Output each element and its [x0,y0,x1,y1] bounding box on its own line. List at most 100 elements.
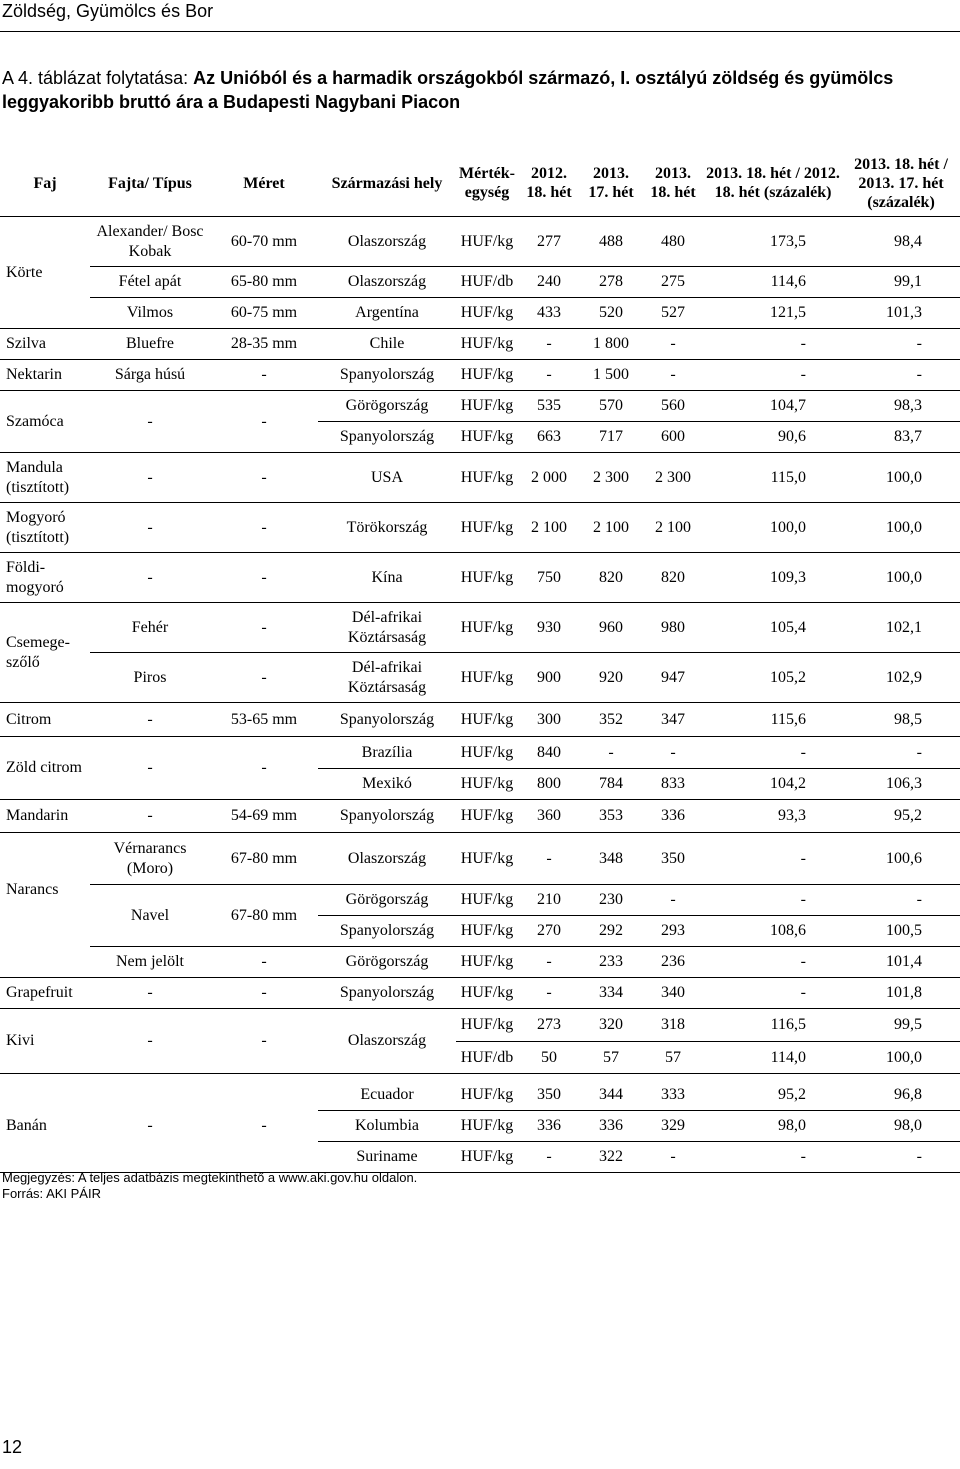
cell-value: 293 [642,915,704,947]
cell-value: 318 [642,1008,704,1042]
cell-index: 98,0 [704,1110,842,1142]
cell-value: 2 000 [518,452,580,503]
cell-hely: Görögország [318,946,456,978]
cell-meret: - [210,359,318,391]
cell-egyseg: HUF/kg [456,946,518,978]
cell-faj: Narancs [0,832,90,947]
table-row: HUF/db 50 57 57 114,0 100,0 [0,1041,960,1074]
cell-hely: Spanyolország [318,702,456,737]
cell-meret: - [210,736,318,800]
cell-fajta: - [90,977,210,1009]
cell-fajta: Sárga húsú [90,359,210,391]
cell-value: 520 [580,297,642,329]
cell-hely: Ecuador [360,1085,414,1103]
cell-value: 717 [580,421,642,453]
cell-index: - [704,359,842,391]
cell-index: 121,5 [704,297,842,329]
cell-index: 101,8 [842,977,960,1009]
cell-index: 90,6 [704,421,842,453]
cell-value: - [642,359,704,391]
table-row: Citrom - 53-65 mm Spanyolország HUF/kg 3… [0,702,960,737]
cell-fajta: - [90,736,210,800]
cell-fajta: - [90,1008,210,1074]
cell-index: 109,3 [704,552,842,603]
cell-index: - [842,359,960,391]
cell-fajta: Vilmos [90,297,210,329]
cell-index: 105,2 [704,652,842,703]
header-text: Zöldség, Gyümölcs és Bor [2,1,214,21]
cell-value: 433 [518,297,580,329]
cell-index: 102,9 [842,652,960,703]
cell-value: - [518,977,580,1009]
header-2013-17: 2013. 17. hét [588,165,634,201]
cell-egyseg: HUF/kg [460,232,514,250]
header-fajta: Fajta/ Típus [108,174,192,192]
price-table: Faj Fajta/ Típus Méret Származási hely M… [0,150,960,1173]
table-row: Fétel apát 65-80 mm Olaszország HUF/db 2… [0,266,960,298]
cell-index: 95,2 [778,1085,806,1103]
table-row: Csemege-szőlő Fehér - Dél-afrikai Köztár… [0,602,960,703]
cell-index: 108,6 [704,915,842,947]
cell-hely: USA [318,452,456,503]
cell-value: 336 [580,1110,642,1142]
cell-index: 100,6 [842,832,960,885]
cell-faj: Csemege-szőlő [0,602,90,703]
table-row: Szilva Bluefre 28-35 mm Chile HUF/kg - 1… [0,328,960,360]
table-row: Körte Alexander/ Bosc Kobak 60-70 mm Ola… [0,217,960,281]
cell-hely: Spanyolország [318,421,456,453]
cell-index: 98,0 [842,1110,960,1142]
spacer-cell [0,1073,960,1080]
cell-meret: - [210,602,318,653]
cell-index: 114,6 [704,266,842,298]
cell-meret: 67-80 mm [210,832,318,885]
cell-egyseg: HUF/kg [456,328,518,360]
cell-value: 275 [642,266,704,298]
cell-faj: Kivi [0,1008,90,1074]
cell-value: 350 [642,832,704,885]
cell-index: 96,8 [894,1085,922,1103]
cell-value: - [580,736,642,769]
cell-value: 2 100 [580,502,642,553]
cell-meret: - [261,1116,267,1134]
cell-fajta: - [90,452,210,503]
table-row: Narancs Vérnarancs (Moro) 67-80 mm Olasz… [0,832,960,947]
cell-index: 99,5 [842,1008,960,1042]
table-row: Mogyoró (tisztított) - - Törökország HUF… [0,502,960,553]
cell-value: 930 [518,602,580,653]
cell-egyseg: HUF/kg [456,552,518,603]
cell-meret: - [210,502,318,553]
cell-value: 273 [518,1008,580,1042]
cell-value: 480 [661,232,685,250]
cell-egyseg: HUF/kg [456,1008,518,1042]
cell-index: 100,0 [842,452,960,503]
cell-value: 336 [518,1110,580,1142]
table-notes: Megjegyzés: A teljes adatbázis megtekint… [2,1170,417,1202]
cell-index: - [842,328,960,360]
header-index-prev-year: 2013. 18. hét / 2012. 18. hét (százalék) [706,165,840,201]
cell-value: 340 [642,977,704,1009]
table-row: Piros - Dél-afrikai Köztársaság HUF/kg 9… [0,652,960,703]
cell-meret: 65-80 mm [210,266,318,298]
cell-faj: Mogyoró (tisztított) [0,502,90,553]
table-row: Suriname HUF/kg - 322 - - - [0,1141,960,1173]
cell-value: 833 [642,768,704,800]
cell-index: - [704,736,842,769]
cell-index: 83,7 [842,421,960,453]
table-row: Mandarin - 54-69 mm Spanyolország HUF/kg… [0,799,960,833]
cell-value: 233 [580,946,642,978]
cell-index: 115,6 [704,702,842,737]
cell-egyseg: HUF/kg [456,702,518,737]
cell-egyseg: HUF/kg [456,977,518,1009]
cell-meret: 60-75 mm [210,297,318,329]
cell-value: 236 [642,946,704,978]
cell-faj: Nektarin [0,359,90,391]
cell-index: - [704,328,842,360]
cell-faj: Földi-mogyoró [0,552,90,603]
page-header: Zöldség, Gyümölcs és Bor [0,0,960,32]
cell-index: 104,7 [704,390,842,422]
cell-value: 947 [642,652,704,703]
cell-egyseg: HUF/db [456,266,518,298]
cell-faj: Szamóca [0,390,90,453]
cell-value: 900 [518,652,580,703]
cell-value: 2 300 [642,452,704,503]
